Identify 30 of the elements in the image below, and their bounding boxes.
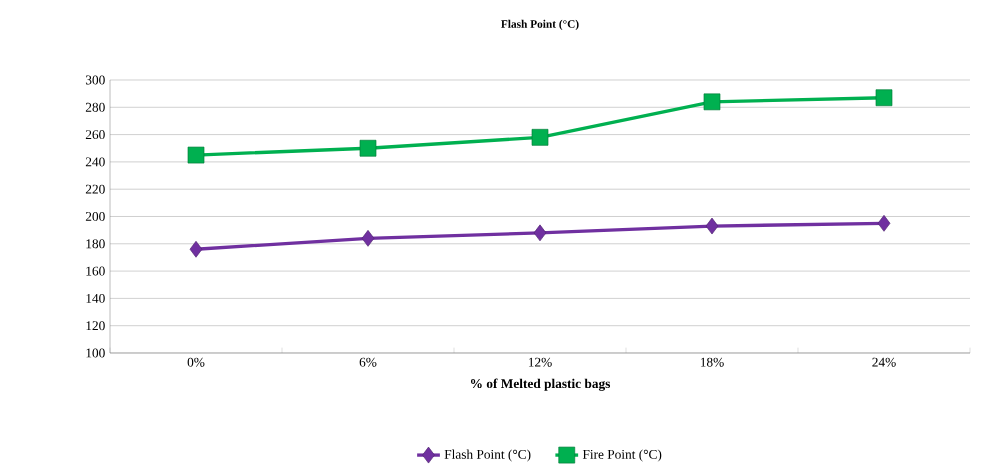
- point: [189, 240, 203, 258]
- point: [359, 139, 377, 157]
- chart-title: Flash Point (°C): [501, 19, 579, 31]
- y-tick-label: 240: [85, 157, 105, 167]
- y-tick-label: 300: [85, 75, 105, 85]
- y-tick-label: 120: [86, 321, 105, 331]
- y-tick-label: 220: [85, 184, 105, 194]
- point: [703, 93, 721, 111]
- point: [877, 214, 891, 232]
- x-tick-label: 0%: [187, 357, 205, 367]
- point: [531, 128, 549, 146]
- y-tick-label: 140: [86, 293, 105, 303]
- point: [705, 217, 719, 235]
- legend-label: Flash Point (°C): [444, 449, 531, 462]
- y-tick-label: 100: [86, 348, 105, 358]
- x-tick-label: 6%: [359, 357, 377, 367]
- y-tick-label: 200: [85, 211, 105, 221]
- point: [533, 224, 547, 242]
- x-axis-title: % of Melted plastic bags: [471, 378, 611, 391]
- y-tick-label: 160: [86, 266, 105, 276]
- point: [187, 146, 205, 164]
- y-tick-label: 180: [86, 239, 105, 249]
- legend-label: Fire Point (°C): [582, 449, 662, 462]
- point: [875, 89, 893, 107]
- y-tick-label: 260: [85, 130, 105, 140]
- x-tick-label: 24%: [872, 357, 896, 367]
- x-tick-label: 12%: [528, 357, 552, 367]
- x-tick-label: 18%: [700, 357, 724, 367]
- y-tick-label: 280: [85, 102, 105, 112]
- point: [361, 229, 375, 247]
